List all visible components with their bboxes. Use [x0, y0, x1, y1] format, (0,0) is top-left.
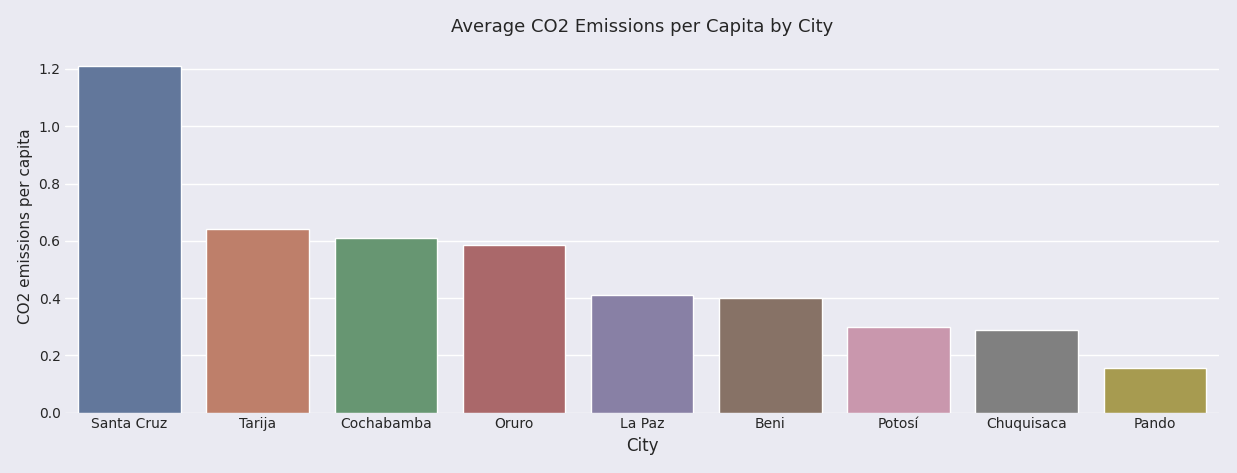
Title: Average CO2 Emissions per Capita by City: Average CO2 Emissions per Capita by City	[452, 18, 834, 36]
Bar	[334, 238, 437, 412]
Bar	[463, 245, 565, 412]
Bar	[847, 327, 950, 412]
Y-axis label: CO2 emissions per capita: CO2 emissions per capita	[19, 129, 33, 324]
Bar	[976, 330, 1077, 412]
Bar	[78, 66, 181, 412]
Bar	[719, 298, 821, 412]
X-axis label: City: City	[626, 437, 658, 455]
Bar	[591, 295, 694, 412]
Bar	[1103, 368, 1206, 412]
Bar	[207, 229, 309, 412]
